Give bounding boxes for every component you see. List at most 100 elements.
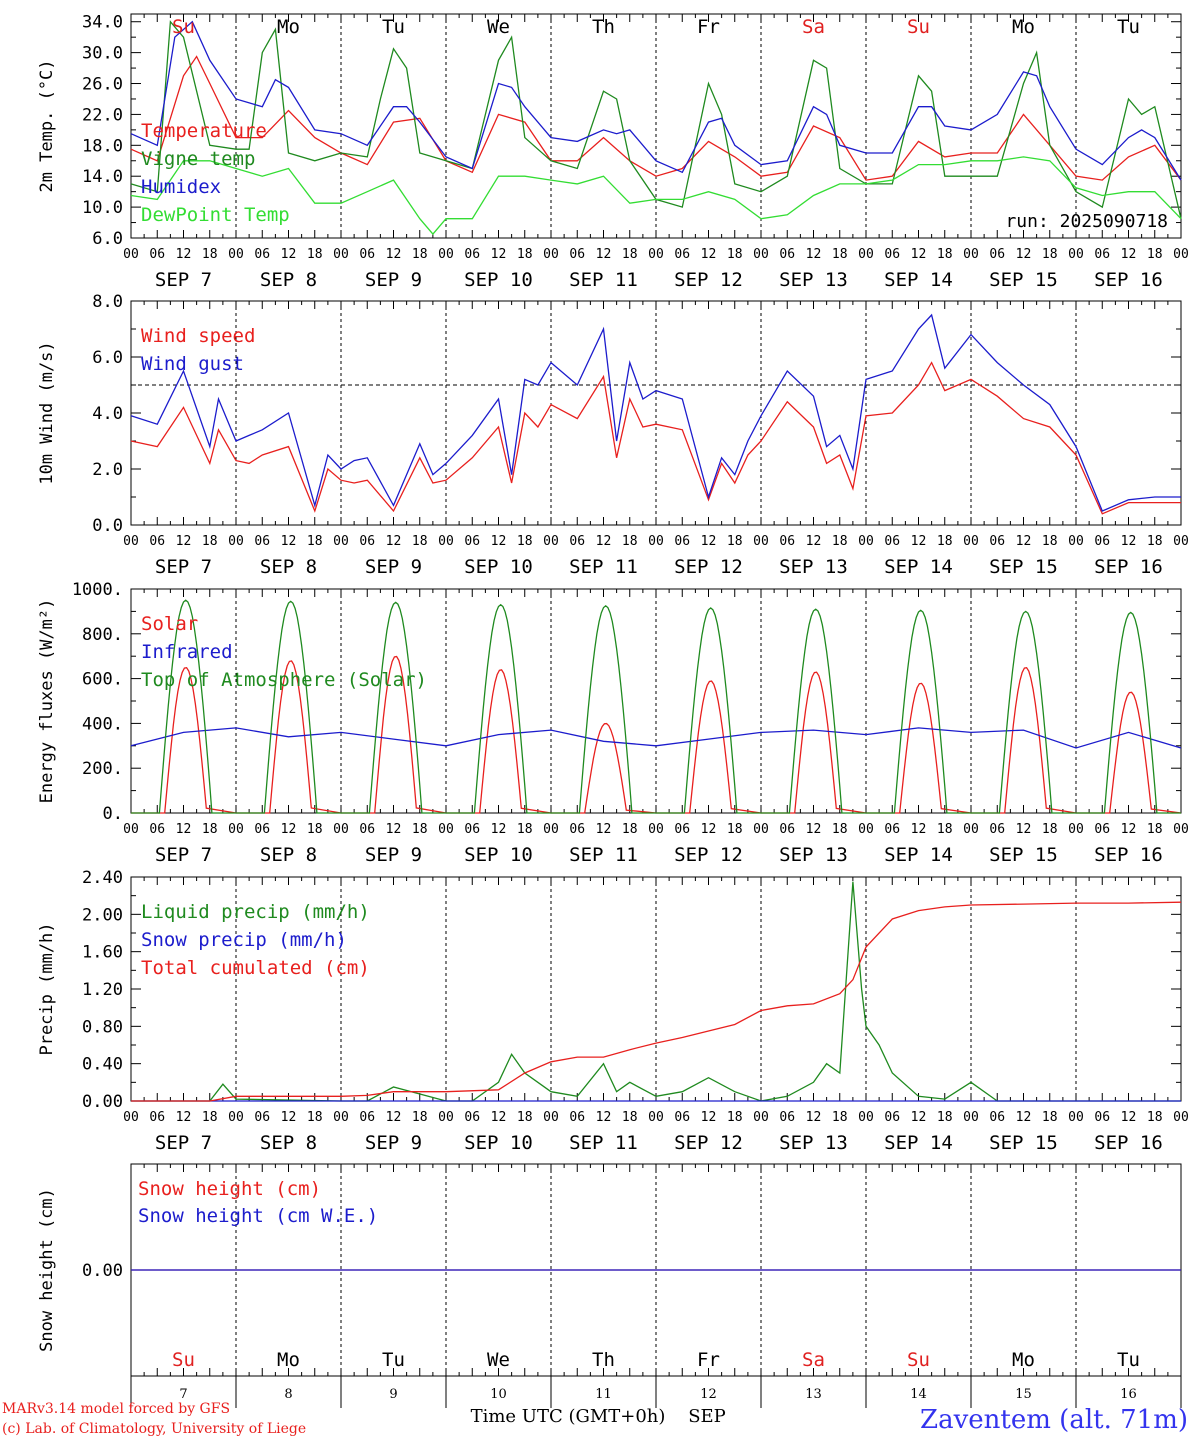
hour-tick-label: 12 xyxy=(911,1110,927,1125)
hour-tick-label: 00 xyxy=(228,534,244,549)
y-tick-label: 30.0 xyxy=(82,44,123,64)
hour-tick-label: 00 xyxy=(543,247,559,262)
hour-tick-label: 00 xyxy=(123,822,139,837)
y-tick-label: 1.20 xyxy=(82,980,123,1000)
hour-tick-label: 00 xyxy=(123,534,139,549)
hour-tick-label: 12 xyxy=(701,822,717,837)
hour-tick-label: 12 xyxy=(911,247,927,262)
hour-tick-label: 18 xyxy=(1042,534,1058,549)
y-tick-label: 8.0 xyxy=(92,292,123,312)
day-name-top: Sa xyxy=(802,16,825,38)
date-label: SEP 7 xyxy=(155,1132,212,1154)
hour-tick-label: 00 xyxy=(963,247,979,262)
date-label: SEP 8 xyxy=(260,844,317,866)
hour-tick-label: 06 xyxy=(149,247,165,262)
panel-precip: 0.00 0.40 0.80 1.20 1.60 2.00 2.40 Precip (mm/h… xyxy=(37,868,1189,1154)
hour-tick-label: 00 xyxy=(858,247,874,262)
hour-tick-label: 12 xyxy=(281,1110,297,1125)
legend-entry: Humidex xyxy=(141,176,221,198)
hour-tick-label: 12 xyxy=(701,247,717,262)
y-axis-label: Energy fluxes (W/m²) xyxy=(37,599,57,804)
date-label: SEP 10 xyxy=(464,844,533,866)
hour-tick-label: 00 xyxy=(438,822,454,837)
hour-tick-label: 18 xyxy=(412,1110,428,1125)
date-label: SEP 13 xyxy=(779,269,848,291)
hour-tick-label: 00 xyxy=(858,822,874,837)
hour-tick-label: 06 xyxy=(464,247,480,262)
hour-tick-label: 06 xyxy=(569,534,585,549)
day-name-top: Su xyxy=(907,16,930,38)
hour-tick-label: 18 xyxy=(1147,247,1163,262)
hour-tick-label: 00 xyxy=(858,1110,874,1125)
hour-tick-label: 12 xyxy=(1121,822,1137,837)
date-label: SEP 10 xyxy=(464,556,533,578)
hour-tick-label: 06 xyxy=(779,534,795,549)
hour-tick-label: 06 xyxy=(569,822,585,837)
legend-entry: Snow precip (mm/h) xyxy=(141,929,347,951)
y-tick-label: 2.40 xyxy=(82,868,123,888)
hour-tick-label: 12 xyxy=(386,1110,402,1125)
day-name-bottom: Su xyxy=(907,1349,930,1371)
hour-tick-label: 00 xyxy=(438,247,454,262)
hour-tick-label: 06 xyxy=(254,1110,270,1125)
hour-tick-label: 12 xyxy=(176,534,192,549)
day-name-bottom: Mo xyxy=(1012,1349,1035,1371)
date-label: SEP 7 xyxy=(155,556,212,578)
hour-tick-label: 06 xyxy=(464,822,480,837)
date-label: SEP 16 xyxy=(1094,844,1163,866)
hour-tick-label: 06 xyxy=(569,247,585,262)
hour-tick-label: 06 xyxy=(149,1110,165,1125)
hour-tick-label: 00 xyxy=(648,534,664,549)
hour-tick-label: 18 xyxy=(202,1110,218,1125)
hour-tick-label: 00 xyxy=(1173,1110,1189,1125)
legend-entry: Wind speed xyxy=(141,325,255,347)
hour-tick-label: 18 xyxy=(517,247,533,262)
day-name-top: Su xyxy=(172,16,195,38)
y-tick-label: 600. xyxy=(82,670,123,690)
day-name-top: Mo xyxy=(277,16,300,38)
hour-tick-label: 18 xyxy=(1147,534,1163,549)
hour-tick-label: 12 xyxy=(491,1110,507,1125)
date-label: SEP 11 xyxy=(569,1132,638,1154)
y-tick-label: 0. xyxy=(103,804,123,824)
day-number: 9 xyxy=(389,1387,397,1402)
y-tick-label: 0.00 xyxy=(82,1092,123,1112)
hour-tick-label: 18 xyxy=(307,534,323,549)
hour-tick-label: 00 xyxy=(438,1110,454,1125)
hour-tick-label: 06 xyxy=(569,1110,585,1125)
hour-tick-label: 18 xyxy=(1042,247,1058,262)
hour-tick-label: 12 xyxy=(386,534,402,549)
series-line-wind-gust xyxy=(130,313,1181,512)
hour-tick-label: 00 xyxy=(858,534,874,549)
legend-entry: Infrared xyxy=(141,641,233,663)
hour-tick-label: 00 xyxy=(543,534,559,549)
hour-tick-label: 00 xyxy=(1068,822,1084,837)
date-label: SEP 14 xyxy=(884,269,953,291)
y-tick-label: 1000. xyxy=(72,580,123,600)
hour-tick-label: 18 xyxy=(202,247,218,262)
hour-tick-label: 00 xyxy=(333,534,349,549)
hour-tick-label: 12 xyxy=(806,1110,822,1125)
hour-tick-label: 12 xyxy=(386,822,402,837)
hour-tick-label: 00 xyxy=(333,247,349,262)
y-tick-label: 4.0 xyxy=(92,404,123,424)
credit-line-1: MARv3.14 model forced by GFS xyxy=(2,1401,230,1417)
hour-tick-label: 18 xyxy=(622,534,638,549)
hour-tick-label: 00 xyxy=(333,1110,349,1125)
date-label: SEP 14 xyxy=(884,1132,953,1154)
legend-entry: Snow height (cm W.E.) xyxy=(138,1205,378,1227)
legend-entry: Wind gust xyxy=(141,353,244,375)
hour-tick-label: 00 xyxy=(1173,247,1189,262)
day-number: 12 xyxy=(700,1387,717,1402)
y-tick-label: 26.0 xyxy=(82,75,123,95)
day-name-top: Tu xyxy=(1117,16,1140,38)
date-label: SEP 15 xyxy=(989,844,1058,866)
day-name-bottom: Th xyxy=(592,1349,615,1371)
hour-tick-label: 12 xyxy=(596,1110,612,1125)
date-label: SEP 7 xyxy=(155,269,212,291)
hour-tick-label: 18 xyxy=(1042,822,1058,837)
y-tick-label: 14.0 xyxy=(82,167,123,187)
hour-tick-label: 18 xyxy=(517,534,533,549)
month-label: SEP xyxy=(688,1406,726,1427)
